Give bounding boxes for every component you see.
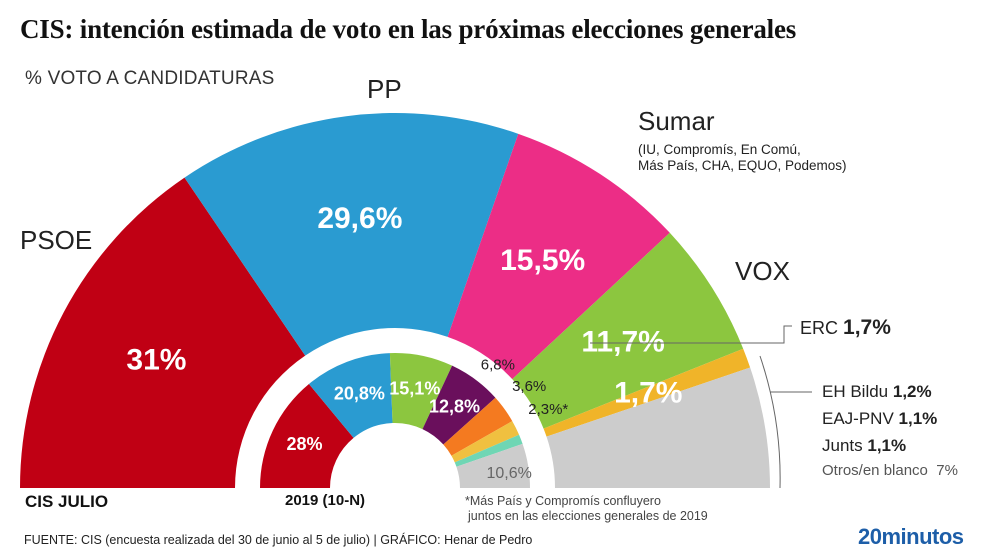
erc-name: ERC (800, 318, 839, 338)
brand-logo[interactable]: 20minutos (858, 524, 964, 549)
outer-ring-value-labels: 31% 29,6% 15,5% 11,7% 1,7% (126, 202, 682, 409)
caption-cis-julio: CIS JULIO (25, 492, 109, 511)
value-label-unidas-podemos: 12,8% (429, 396, 480, 416)
slice-pp (308, 353, 393, 438)
slice-psoe (260, 383, 354, 488)
slice-m-s-pa-s (454, 434, 523, 467)
label-erc: ERC 1,7% (800, 316, 891, 340)
pnv-name: EAJ-PNV (822, 409, 894, 428)
inner-ring-value-labels: 28% 20,8% 15,1%12,8% 6,8% 3,6% 2,3%* 10,6% (287, 356, 569, 482)
slice-vox (512, 232, 744, 429)
pnv-value: 1,1% (898, 409, 938, 428)
chart-subtitle: % VOTO A CANDIDATURAS (25, 68, 275, 89)
value-label-sumar: 15,5% (500, 244, 585, 277)
junts-name: Junts (822, 436, 863, 455)
label-sumar-note-2: Más País, CHA, EQUO, Podemos) (638, 158, 847, 173)
value-label-pp: 29,6% (317, 202, 402, 235)
caption-2019: 2019 (10-N) (285, 492, 366, 509)
value-label-pp: 20,8% (334, 383, 385, 403)
value-label-cs: 6,8% (481, 356, 515, 373)
label-otros: Otros/en blanco 7% (822, 462, 958, 479)
label-sumar: Sumar (638, 106, 715, 136)
footer-source: FUENTE: CIS (encuesta realizada del 30 d… (24, 533, 533, 547)
value-label-psoe: 28% (287, 434, 323, 454)
slice-otros (456, 443, 530, 488)
chart-title: CIS: intención estimada de voto en las p… (20, 14, 797, 44)
slice-otros (546, 367, 770, 488)
slice-sumar (447, 133, 670, 380)
otros-name: Otros/en blanco (822, 462, 928, 479)
slice-cs (443, 397, 513, 456)
value-label-erc: 1,7% (614, 376, 682, 409)
label-junts: Junts 1,1% (822, 436, 906, 456)
value-label-psoe: 31% (126, 343, 186, 376)
slice-pp (184, 112, 519, 356)
outer-ring-cis-julio (20, 112, 770, 488)
otros-value: 7% (936, 462, 958, 479)
otros-bracket-line (759, 355, 781, 489)
value-label-vox: 11,7% (581, 325, 664, 358)
bildu-value: 1,2% (892, 382, 932, 401)
erc-leader-line (590, 325, 792, 344)
slice-psoe (20, 177, 306, 488)
footnote-line-2: juntos en las elecciones generales de 20… (468, 509, 708, 523)
inner-ring-2019 (260, 352, 530, 488)
label-vox: VOX (735, 256, 790, 286)
label-eh-bildu: EH Bildu 1,2% (822, 382, 932, 402)
value-label-vox: 15,1% (389, 379, 440, 399)
value-label-otros: 10,6% (486, 465, 531, 482)
label-psoe: PSOE (20, 225, 93, 255)
label-eaj-pnv: EAJ-PNV 1,1% (822, 409, 937, 429)
label-sumar-note-1: (IU, Compromís, En Comú, (638, 142, 801, 157)
junts-value: 1,1% (867, 436, 907, 455)
slice-unidas-podemos (422, 365, 496, 445)
label-pp: PP (367, 74, 402, 104)
value-label-erc: 3,6% (512, 378, 546, 395)
value-label-m-s-pa-s: 2,3%* (528, 401, 568, 418)
erc-value: 1,7% (843, 316, 891, 339)
bildu-name: EH Bildu (822, 382, 889, 401)
slice-vox (389, 352, 453, 430)
slice-erc (451, 421, 520, 463)
slice-erc (543, 348, 751, 437)
footnote-line-1: *Más País y Compromís confluyero (465, 494, 661, 508)
